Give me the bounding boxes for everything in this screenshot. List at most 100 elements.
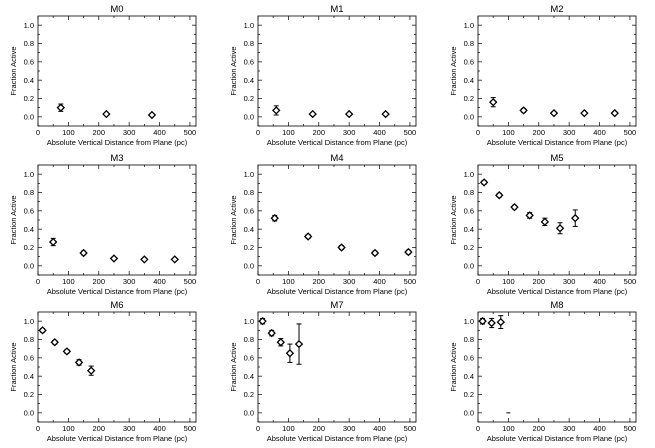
y-tick-label: 0.0 — [244, 408, 254, 417]
y-tick-label: 1.0 — [244, 317, 254, 326]
panel-m3: M3 0 100 200 300 400 500 0.0 0.2 0.4 0.6 0.8 1.0 Abso… — [9, 153, 197, 296]
x-tick-label: 400 — [593, 128, 606, 137]
data-point — [62, 347, 72, 356]
x-tick-label: 0 — [476, 424, 480, 433]
y-tick-label: 0.2 — [24, 94, 34, 103]
y-tick-label: 0.2 — [244, 243, 254, 252]
y-tick-label: 0.6 — [464, 57, 474, 66]
y-tick-label: 0.8 — [464, 188, 474, 197]
data-point — [478, 316, 487, 326]
panel-m1: M1 0 100 200 300 400 500 0.0 0.2 0.4 0.6 0.8 1.0 Abso… — [229, 4, 417, 147]
x-tick-label: 0 — [476, 277, 480, 286]
data-point — [370, 248, 380, 258]
y-tick-label: 0.4 — [24, 225, 34, 234]
x-tick-label: 200 — [93, 128, 106, 137]
y-axis-label: Fraction Active — [229, 195, 238, 244]
y-tick-label: 0.8 — [244, 335, 254, 344]
x-tick-label: 500 — [184, 424, 197, 433]
x-tick-label: 400 — [593, 424, 606, 433]
x-axis-label: Absolute Vertical Distance from Plane (p… — [47, 434, 188, 443]
x-tick-label: 500 — [404, 424, 417, 433]
y-tick-label: 1.0 — [24, 21, 34, 30]
x-tick-label: 200 — [313, 277, 326, 286]
panel-title: M6 — [110, 300, 123, 311]
x-tick-label: 400 — [153, 277, 166, 286]
x-tick-label: 200 — [533, 128, 546, 137]
x-axis-label: Absolute Vertical Distance from Plane (p… — [487, 287, 628, 296]
x-tick-label: 200 — [313, 424, 326, 433]
y-tick-label: 1.0 — [464, 21, 474, 30]
y-tick-label: 0.4 — [244, 76, 254, 85]
plot-frame — [257, 311, 417, 423]
data-point — [555, 224, 565, 233]
data-point — [74, 358, 84, 367]
y-tick-label: 0.0 — [24, 408, 34, 417]
x-axis-label: Absolute Vertical Distance from Plane (p… — [47, 138, 188, 147]
data-point — [610, 108, 619, 118]
data-point — [540, 217, 550, 227]
x-tick-label: 300 — [343, 128, 356, 137]
panel-title: M1 — [330, 4, 343, 15]
data-point — [571, 213, 580, 223]
y-tick-label: 0.6 — [464, 206, 474, 215]
x-tick-label: 500 — [404, 277, 417, 286]
data-point — [294, 339, 304, 349]
panel-title: M3 — [110, 153, 123, 164]
x-tick-label: 100 — [282, 277, 295, 286]
x-tick-label: 0 — [256, 277, 260, 286]
y-tick-label: 1.0 — [244, 170, 254, 179]
x-tick-label: 300 — [563, 277, 576, 286]
panel-m4: M4 0 100 200 300 400 500 0.0 0.2 0.4 0.6 0.8 1.0 Abso… — [229, 153, 417, 296]
y-tick-label: 0.2 — [464, 243, 474, 252]
x-axis-label: Absolute Vertical Distance from Plane (p… — [267, 434, 408, 443]
data-point — [495, 191, 504, 200]
y-axis-label: Fraction Active — [9, 342, 18, 391]
y-tick-label: 0.0 — [24, 112, 34, 121]
panel-m2: M2 0 100 200 300 400 500 0.0 0.2 0.4 0.6 0.8 1.0 Abso… — [449, 4, 637, 147]
panel-m8: M8 0 100 200 300 400 500 0.0 0.2 0.4 0.6 0.8 1.0 Abso… — [449, 300, 637, 443]
y-tick-label: 0.4 — [464, 76, 474, 85]
y-tick-label: 0.0 — [464, 408, 474, 417]
data-point — [48, 237, 58, 247]
x-tick-label: 200 — [313, 128, 326, 137]
x-tick-label: 500 — [404, 128, 417, 137]
data-point — [488, 97, 498, 107]
data-point — [308, 109, 317, 119]
data-point — [303, 232, 313, 241]
y-tick-label: 0.2 — [24, 243, 34, 252]
data-point — [479, 178, 489, 187]
plot-frame — [257, 15, 417, 127]
y-tick-label: 0.6 — [24, 353, 34, 362]
plot-frame — [477, 164, 637, 276]
y-tick-label: 0.8 — [464, 39, 474, 48]
data-point — [496, 317, 506, 327]
data-point — [147, 110, 157, 120]
panel-title: M5 — [550, 153, 563, 164]
data-point — [337, 243, 346, 252]
x-tick-label: 200 — [533, 277, 546, 286]
y-axis-label: Fraction Active — [9, 46, 18, 95]
x-tick-label: 500 — [624, 128, 637, 137]
x-tick-label: 500 — [624, 424, 637, 433]
y-tick-label: 0.0 — [244, 112, 254, 121]
panel-title: M2 — [550, 4, 563, 15]
data-point — [487, 318, 496, 328]
y-tick-label: 1.0 — [464, 170, 474, 179]
data-point — [272, 106, 281, 115]
data-point — [381, 109, 390, 119]
y-tick-label: 0.0 — [464, 261, 474, 270]
x-tick-label: 0 — [36, 277, 40, 286]
y-tick-label: 1.0 — [24, 317, 34, 326]
panel-title: M8 — [550, 300, 563, 311]
data-point — [285, 349, 295, 358]
y-tick-label: 0.6 — [464, 353, 474, 362]
y-tick-label: 0.6 — [244, 353, 254, 362]
y-tick-label: 0.6 — [244, 206, 254, 215]
y-tick-label: 0.0 — [464, 112, 474, 121]
x-tick-label: 400 — [593, 277, 606, 286]
x-axis-label: Absolute Vertical Distance from Plane (p… — [487, 138, 628, 147]
panel-m7: M7 0 100 200 300 400 500 0.0 0.2 0.4 0.6 0.8 1.0 Abso… — [229, 300, 417, 443]
y-tick-label: 0.4 — [464, 225, 474, 234]
y-axis-label: Fraction Active — [9, 195, 18, 244]
